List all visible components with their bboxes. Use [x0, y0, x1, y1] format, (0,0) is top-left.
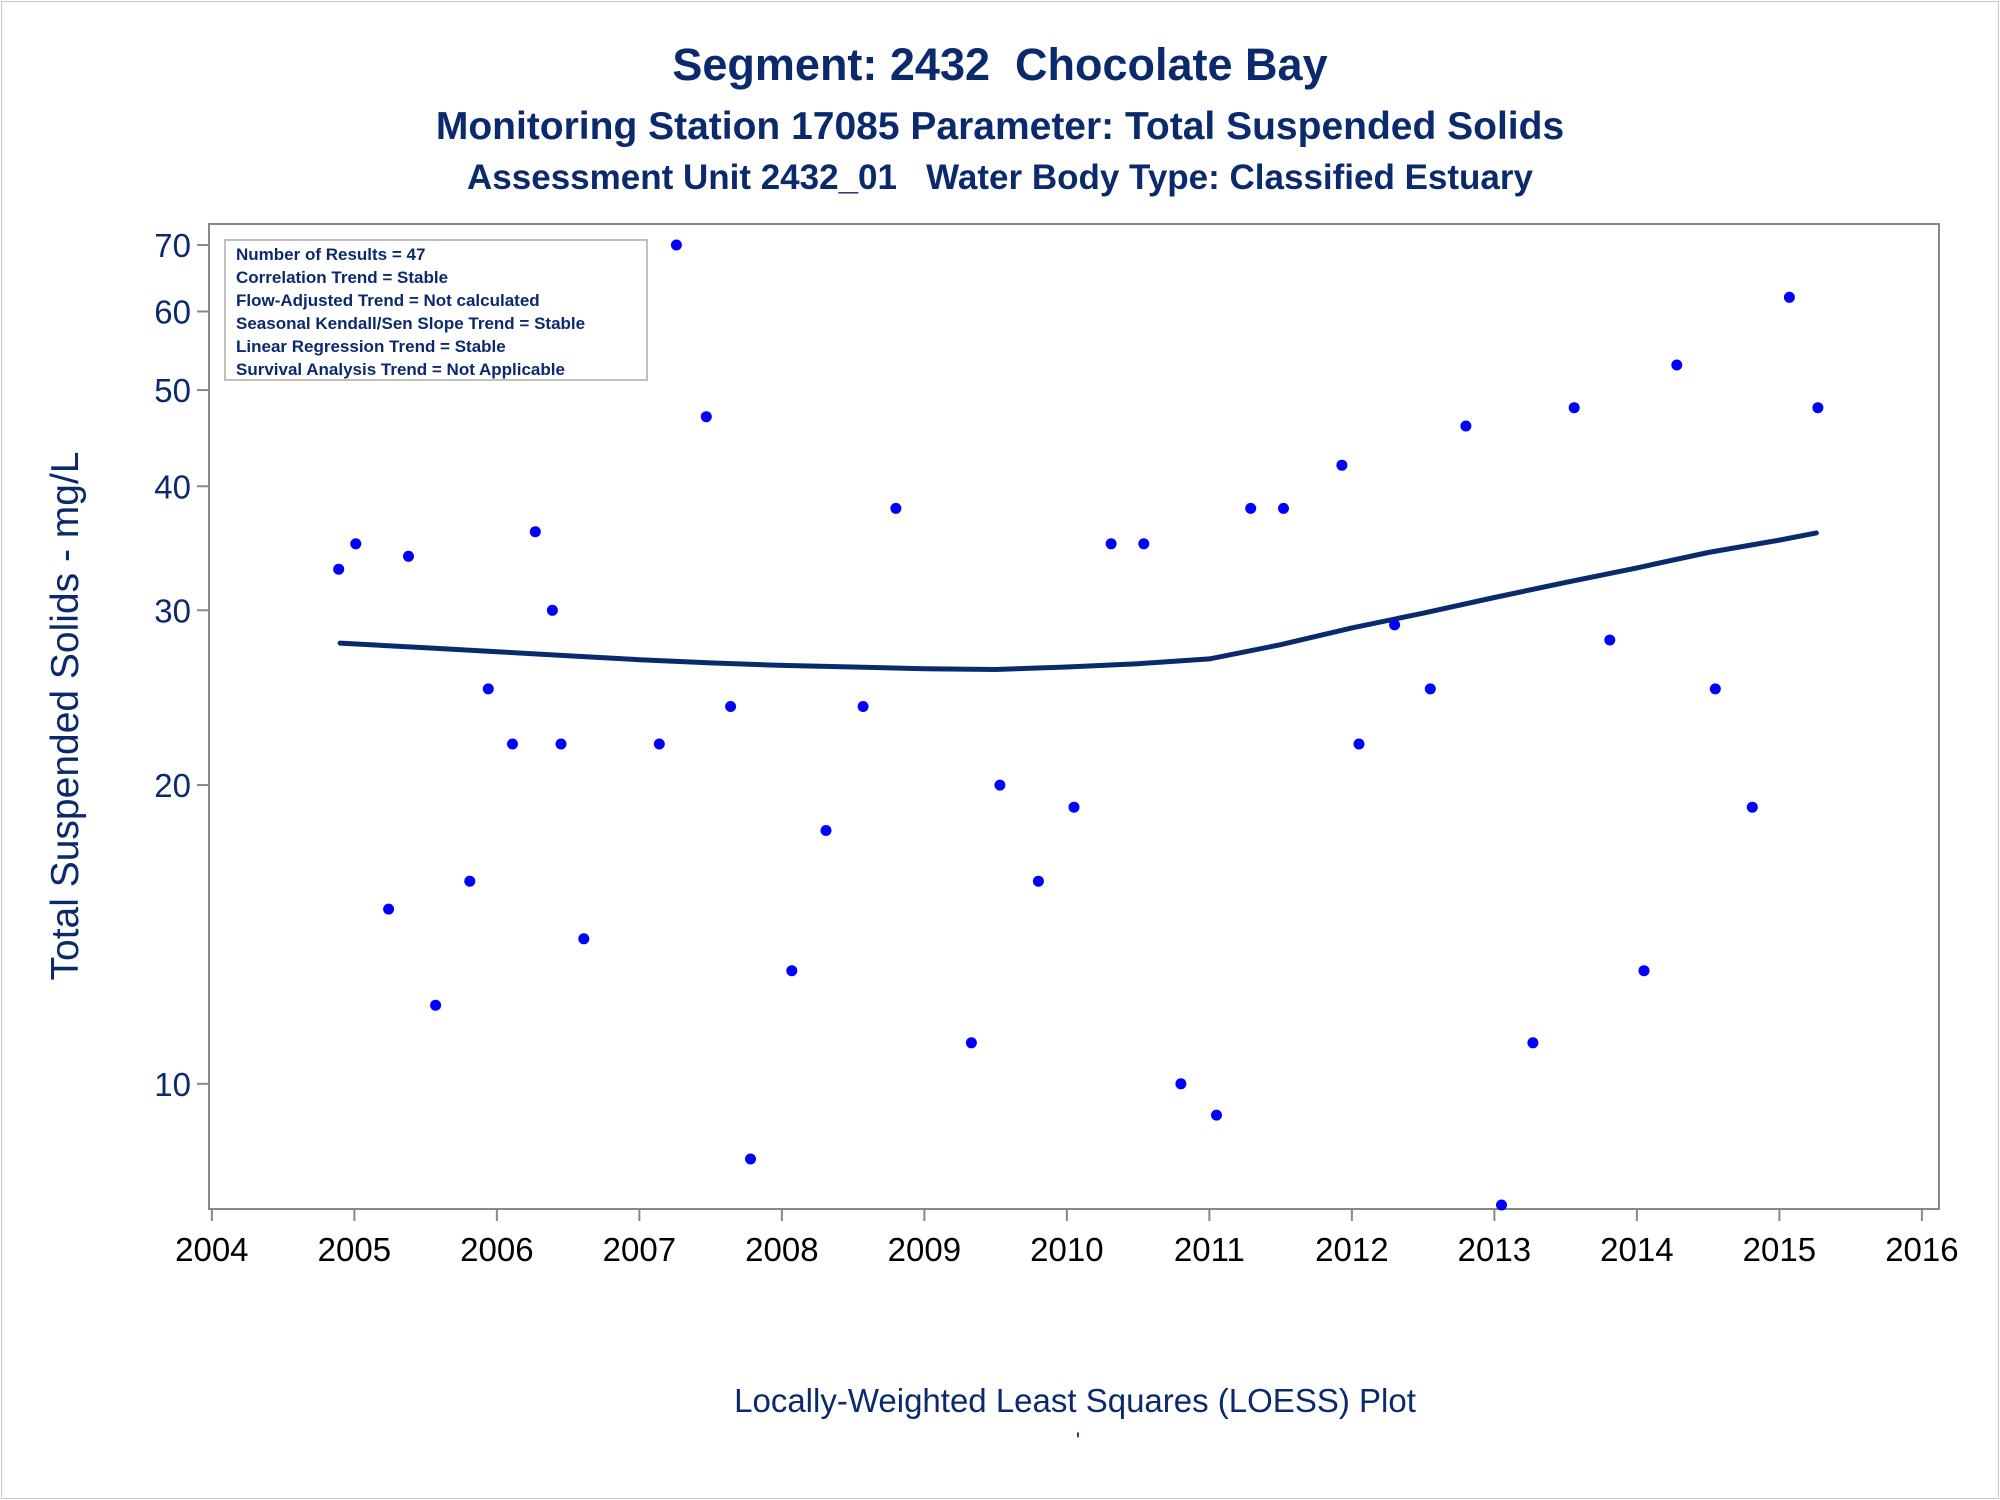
y-tick-label: 50 [154, 372, 191, 409]
x-tick-label: 2014 [1600, 1231, 1673, 1268]
data-point [350, 538, 362, 550]
chart-title: Segment: 2432 Chocolate Bay [672, 39, 1327, 90]
legend-line: Number of Results = 47 [236, 245, 425, 264]
y-axis: 10 20 30 40 50 60 70 [154, 227, 209, 1103]
plot-area [208, 223, 1940, 1210]
data-point [383, 903, 395, 915]
data-point [555, 738, 567, 750]
data-point [653, 738, 665, 750]
y-tick-label: 40 [154, 468, 191, 505]
data-point [1175, 1078, 1187, 1090]
data-point [507, 738, 518, 750]
trend-legend-box: Number of Results = 47 Correlation Trend… [224, 239, 648, 381]
data-point [1105, 538, 1117, 550]
data-point [725, 701, 737, 712]
chart-subtitle-2: Assessment Unit 2432_01 Water Body Type:… [467, 158, 1533, 197]
data-point [745, 1153, 756, 1165]
x-tick-label: 2010 [1030, 1231, 1103, 1268]
data-point [1783, 291, 1795, 303]
data-point [857, 701, 869, 712]
data-point [1568, 402, 1580, 414]
x-tick-label: 2011 [1174, 1231, 1245, 1268]
data-point [786, 965, 798, 977]
data-point [333, 563, 345, 575]
x-tick-label: 2006 [460, 1231, 533, 1268]
data-point [430, 999, 442, 1011]
data-point [529, 526, 541, 538]
data-point [1032, 875, 1044, 887]
data-point [464, 875, 476, 887]
data-point [670, 239, 682, 251]
data-point [1424, 683, 1436, 695]
y-tick-label: 70 [154, 227, 191, 264]
x-tick-label: 2008 [745, 1231, 818, 1268]
legend-line: Seasonal Kendall/Sen Slope Trend = Stabl… [236, 314, 585, 333]
data-point [403, 550, 414, 562]
x-tick-label: 2007 [603, 1231, 676, 1268]
data-point [1211, 1109, 1222, 1121]
loess-curve [337, 530, 1819, 672]
x-axis-label: Locally-Weighted Least Squares (LOESS) P… [734, 1382, 1416, 1419]
legend-line: Flow-Adjusted Trend = Not calculated [236, 291, 540, 310]
x-tick-label: 2012 [1315, 1231, 1388, 1268]
x-tick-label: 2005 [318, 1231, 391, 1268]
data-point [700, 411, 712, 423]
data-point [578, 933, 590, 945]
x-tick-label: 2004 [175, 1231, 248, 1268]
data-point [1138, 538, 1150, 550]
data-point [1068, 801, 1080, 813]
data-point [1278, 502, 1289, 514]
data-point [1496, 1199, 1507, 1211]
loess-curve-layer [337, 530, 1819, 672]
data-point [1812, 402, 1824, 414]
x-tick-label: 2009 [888, 1231, 961, 1268]
y-tick-label: 10 [154, 1066, 191, 1103]
legend-line: Linear Regression Trend = Stable [236, 337, 506, 356]
data-point [1460, 420, 1472, 432]
data-point [482, 683, 494, 695]
data-point [1709, 683, 1721, 695]
data-point [1389, 619, 1401, 631]
legend-line: Correlation Trend = Stable [236, 268, 448, 287]
data-point [994, 779, 1006, 791]
data-point [1245, 502, 1257, 514]
data-point [1746, 801, 1758, 813]
data-point [1336, 459, 1348, 471]
y-tick-label: 60 [154, 293, 191, 330]
data-point [1527, 1037, 1539, 1049]
data-point [1604, 634, 1616, 646]
data-point [546, 604, 558, 616]
data-point [1638, 965, 1650, 977]
x-tick-label: 2013 [1458, 1231, 1531, 1268]
x-axis: 2004 2005 2006 2007 2008 2009 2010 2011 2012 2013… [175, 1209, 1959, 1268]
x-tick-label: 2016 [1885, 1231, 1958, 1268]
legend-line: Survival Analysis Trend = Not Applicable [236, 360, 565, 379]
y-axis-label: Total Suspended Solids - mg/L [44, 452, 87, 981]
x-tick-label: 2015 [1743, 1231, 1816, 1268]
data-point [820, 825, 832, 836]
footnote-mark: ' [1076, 1428, 1080, 1453]
legend-frame [224, 239, 648, 381]
chart-subtitle: Monitoring Station 17085 Parameter: Tota… [436, 105, 1564, 148]
data-point [965, 1037, 977, 1049]
data-points-layer [333, 239, 1824, 1211]
y-tick-label: 20 [154, 767, 191, 804]
data-point [1671, 359, 1683, 371]
y-tick-label: 30 [154, 592, 191, 629]
data-point [890, 502, 902, 514]
data-point [1353, 738, 1365, 750]
